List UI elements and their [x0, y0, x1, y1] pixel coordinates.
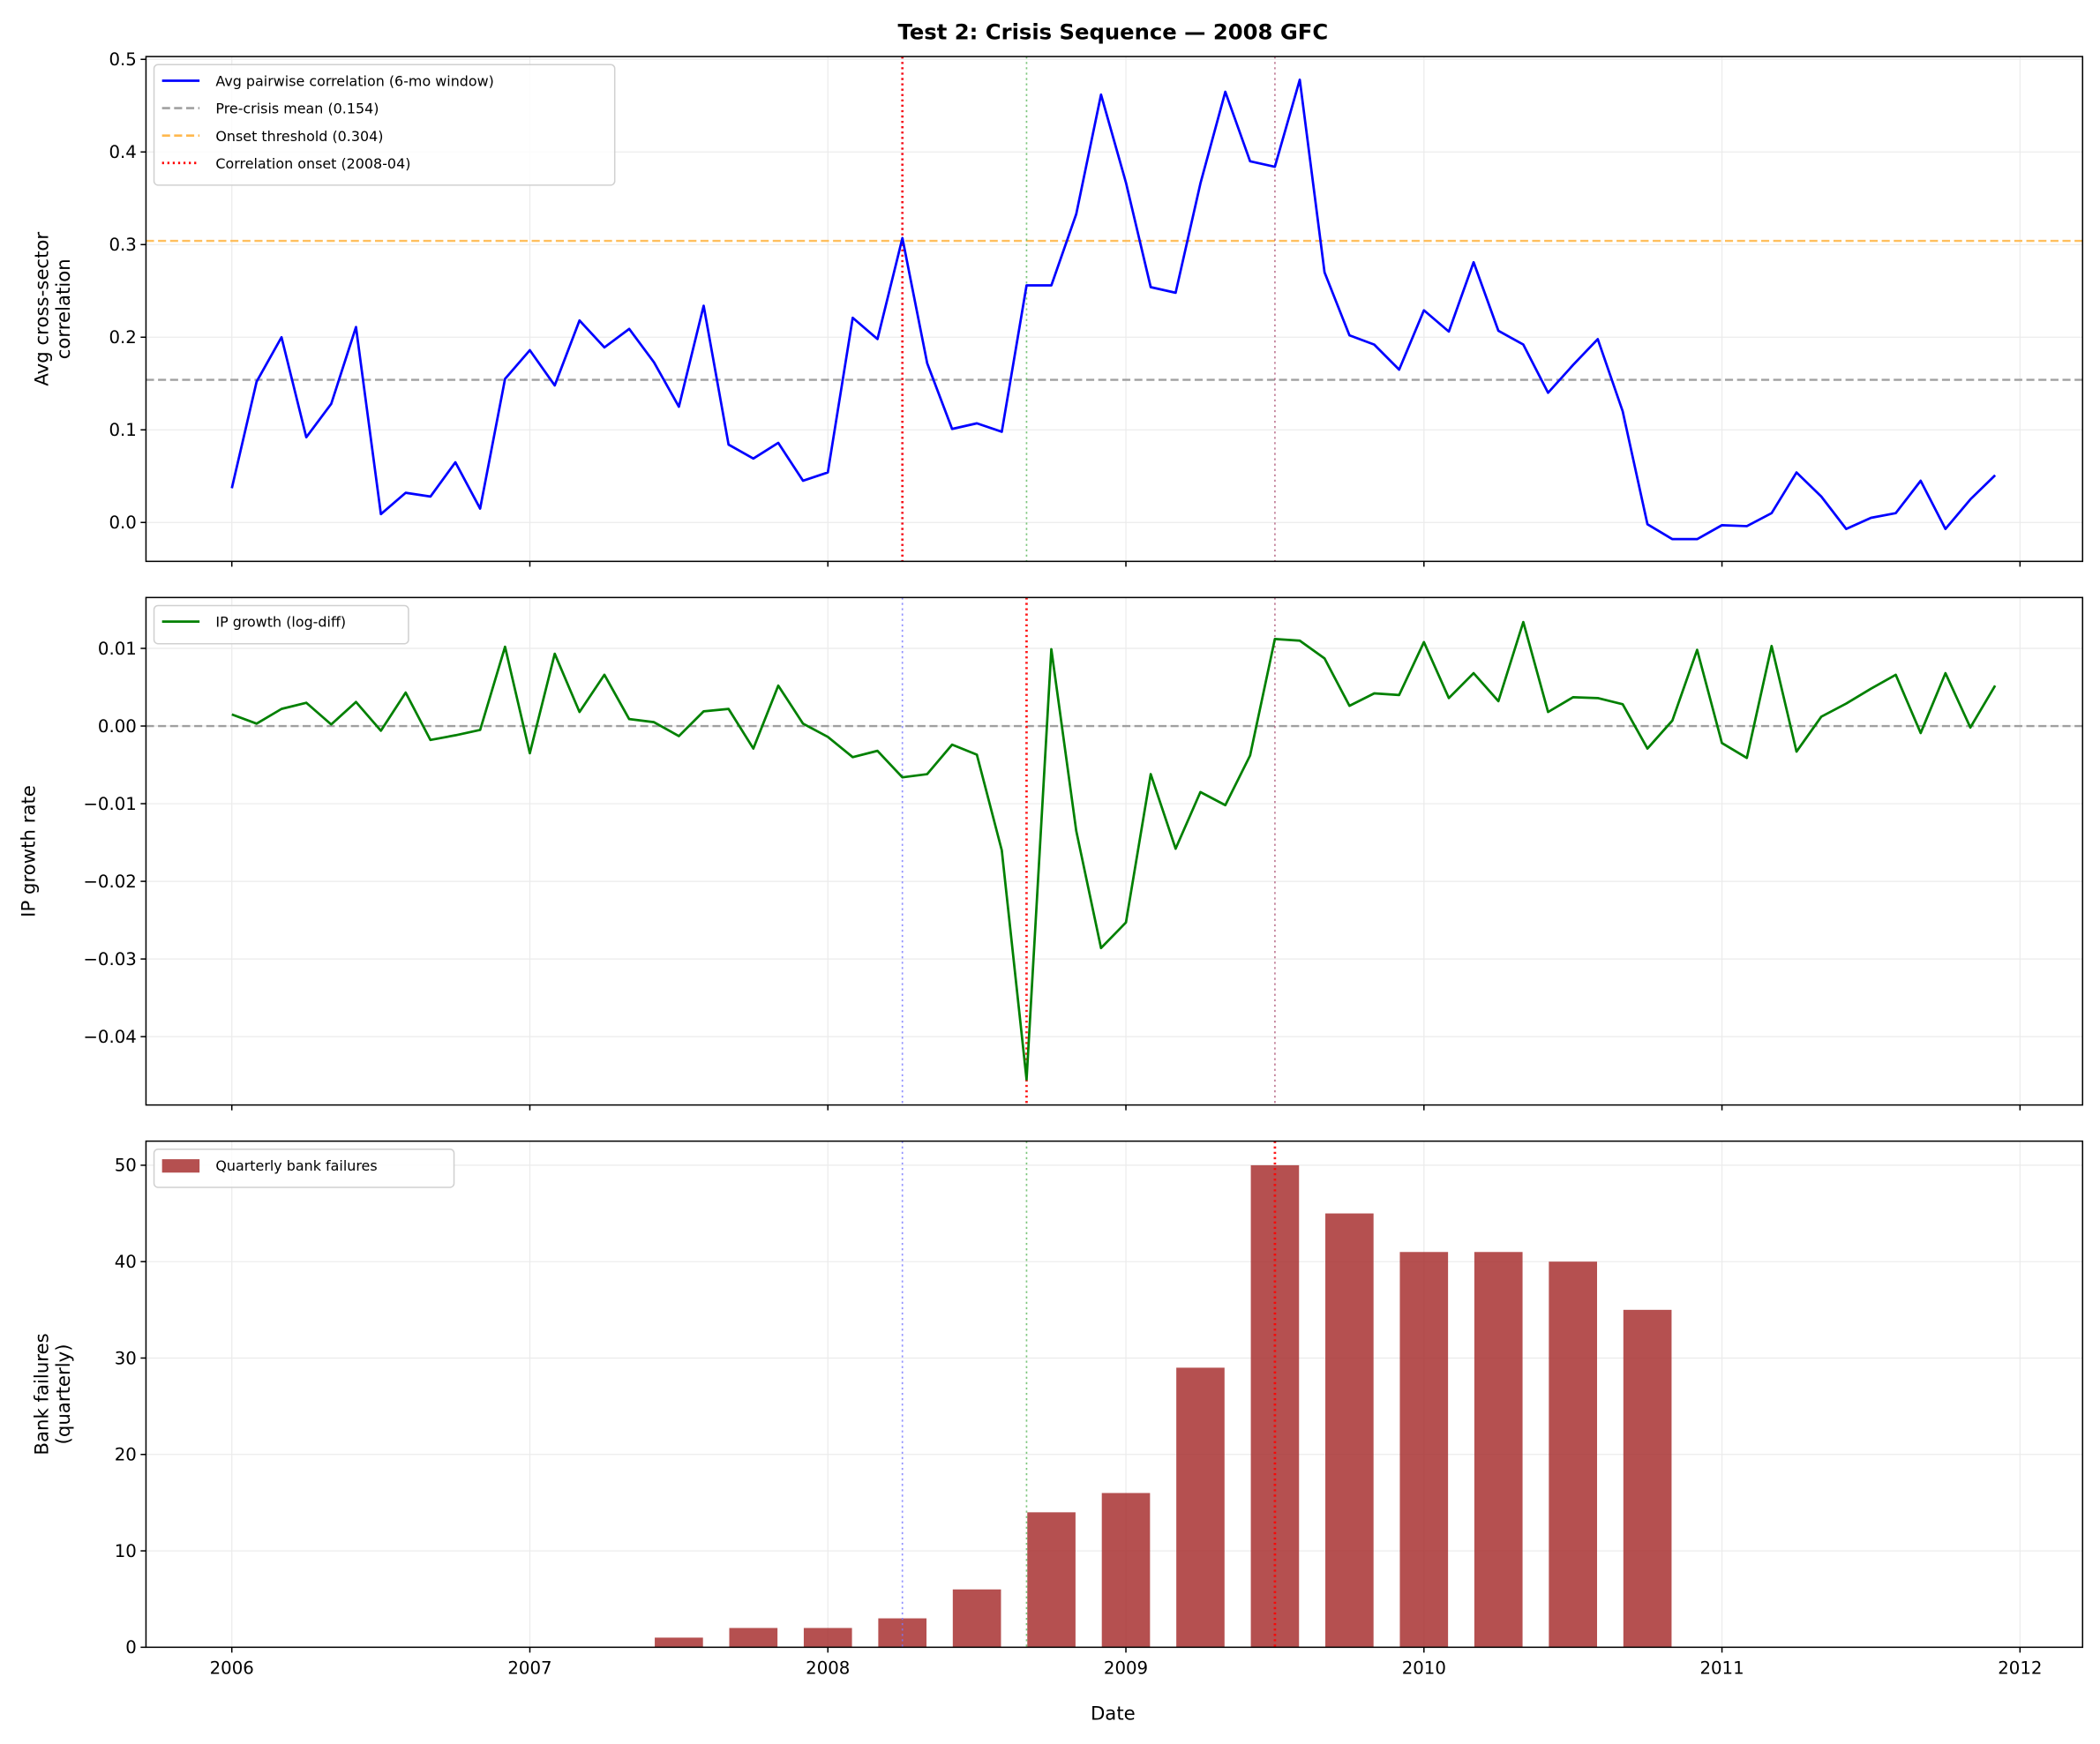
y-tick-label: 0.1 [109, 420, 136, 440]
bar [1101, 1493, 1151, 1648]
subplot-1: 0.0 0.1 0.2 0.3 0.4 0.5 Avg cross-sector correl… [32, 49, 2084, 567]
y-tick-label: 0.4 [109, 142, 136, 162]
legend: IP growth (log-diff) [153, 604, 409, 645]
legend-label: IP growth (log-diff) [215, 614, 346, 631]
x-tick-label: 2009 [1104, 1658, 1148, 1679]
y-axis-label: correlation [53, 258, 75, 359]
bar [1027, 1512, 1076, 1648]
y-tick-label: 0.3 [109, 235, 136, 255]
bar [1474, 1252, 1523, 1648]
y-tick-label: −0.04 [83, 1027, 136, 1047]
legend-label: Onset threshold (0.304) [215, 128, 383, 145]
y-tick-label: 40 [115, 1252, 137, 1272]
series-line [231, 620, 1997, 1081]
y-axis-label: IP growth rate [18, 785, 40, 917]
y-tick-label: 0.2 [109, 327, 136, 348]
legend-label: Correlation onset (2008-04) [215, 155, 410, 172]
legend-label: Quarterly bank failures [215, 1157, 377, 1174]
legend-label: Avg pairwise correlation (6-mo window) [215, 73, 494, 90]
y-tick-label: 0.01 [98, 639, 137, 659]
bar [1176, 1367, 1225, 1648]
axes-frame [145, 1140, 2084, 1649]
y-tick-label: 30 [115, 1348, 137, 1368]
legend-swatch [161, 1159, 200, 1173]
plot-area [146, 597, 2083, 1105]
y-tick-label: −0.02 [83, 872, 136, 892]
plot-area [146, 56, 2083, 562]
bar [878, 1618, 927, 1648]
legend-box [153, 64, 616, 186]
chart-title: Test 2: Crisis Sequence — 2008 GFC [898, 19, 1329, 44]
y-tick-label: 20 [115, 1445, 137, 1465]
y-axis-label: Bank failures [32, 1333, 54, 1455]
subplot-3: 2006 2007 2008 2009 2010 2011 2012 0 10 20 30 40 50 B… [32, 1140, 2084, 1679]
bar [803, 1628, 852, 1648]
axes-frame [145, 56, 2084, 563]
y-axis-label: (quarterly) [53, 1344, 75, 1445]
bar [729, 1628, 778, 1648]
axes-frame [145, 596, 2084, 1106]
y-tick-label: 10 [115, 1541, 137, 1561]
bar [1399, 1252, 1449, 1648]
legend-box [153, 604, 409, 645]
y-tick-label: 0.5 [109, 49, 136, 70]
y-tick-label: 50 [115, 1156, 137, 1176]
bar [655, 1637, 703, 1648]
x-tick-label: 2007 [507, 1658, 551, 1679]
bar [1250, 1164, 1300, 1648]
legend-label: Pre-crisis mean (0.154) [215, 101, 379, 117]
bar [1549, 1261, 1598, 1648]
x-tick-label: 2010 [1402, 1658, 1446, 1679]
x-tick-label: 2011 [1699, 1658, 1744, 1679]
y-tick-label: −0.03 [83, 949, 136, 969]
legend-box [153, 1148, 455, 1188]
legend: Avg pairwise correlation (6-mo window) Pr… [153, 64, 616, 186]
bar [952, 1589, 1001, 1648]
x-tick-label: 2008 [806, 1658, 850, 1679]
plot-area [655, 1141, 1672, 1648]
x-tick-label: 2006 [210, 1658, 254, 1679]
x-axis-label: Date [1091, 1703, 1136, 1725]
y-tick-label: −0.01 [83, 794, 136, 814]
y-tick-label: 0.00 [98, 716, 137, 737]
legend: Quarterly bank failures [153, 1148, 455, 1188]
y-tick-label: 0 [125, 1637, 137, 1658]
y-axis-label: Avg cross-sector [32, 232, 54, 386]
subplot-2: −0.04 −0.03 −0.02 −0.01 0.00 0.01 IP growth ra… [18, 596, 2084, 1111]
bar [1623, 1309, 1672, 1648]
bar [1325, 1213, 1374, 1648]
x-tick-label: 2012 [1998, 1658, 2042, 1679]
y-tick-label: 0.0 [109, 513, 136, 533]
series-line [230, 79, 1997, 541]
